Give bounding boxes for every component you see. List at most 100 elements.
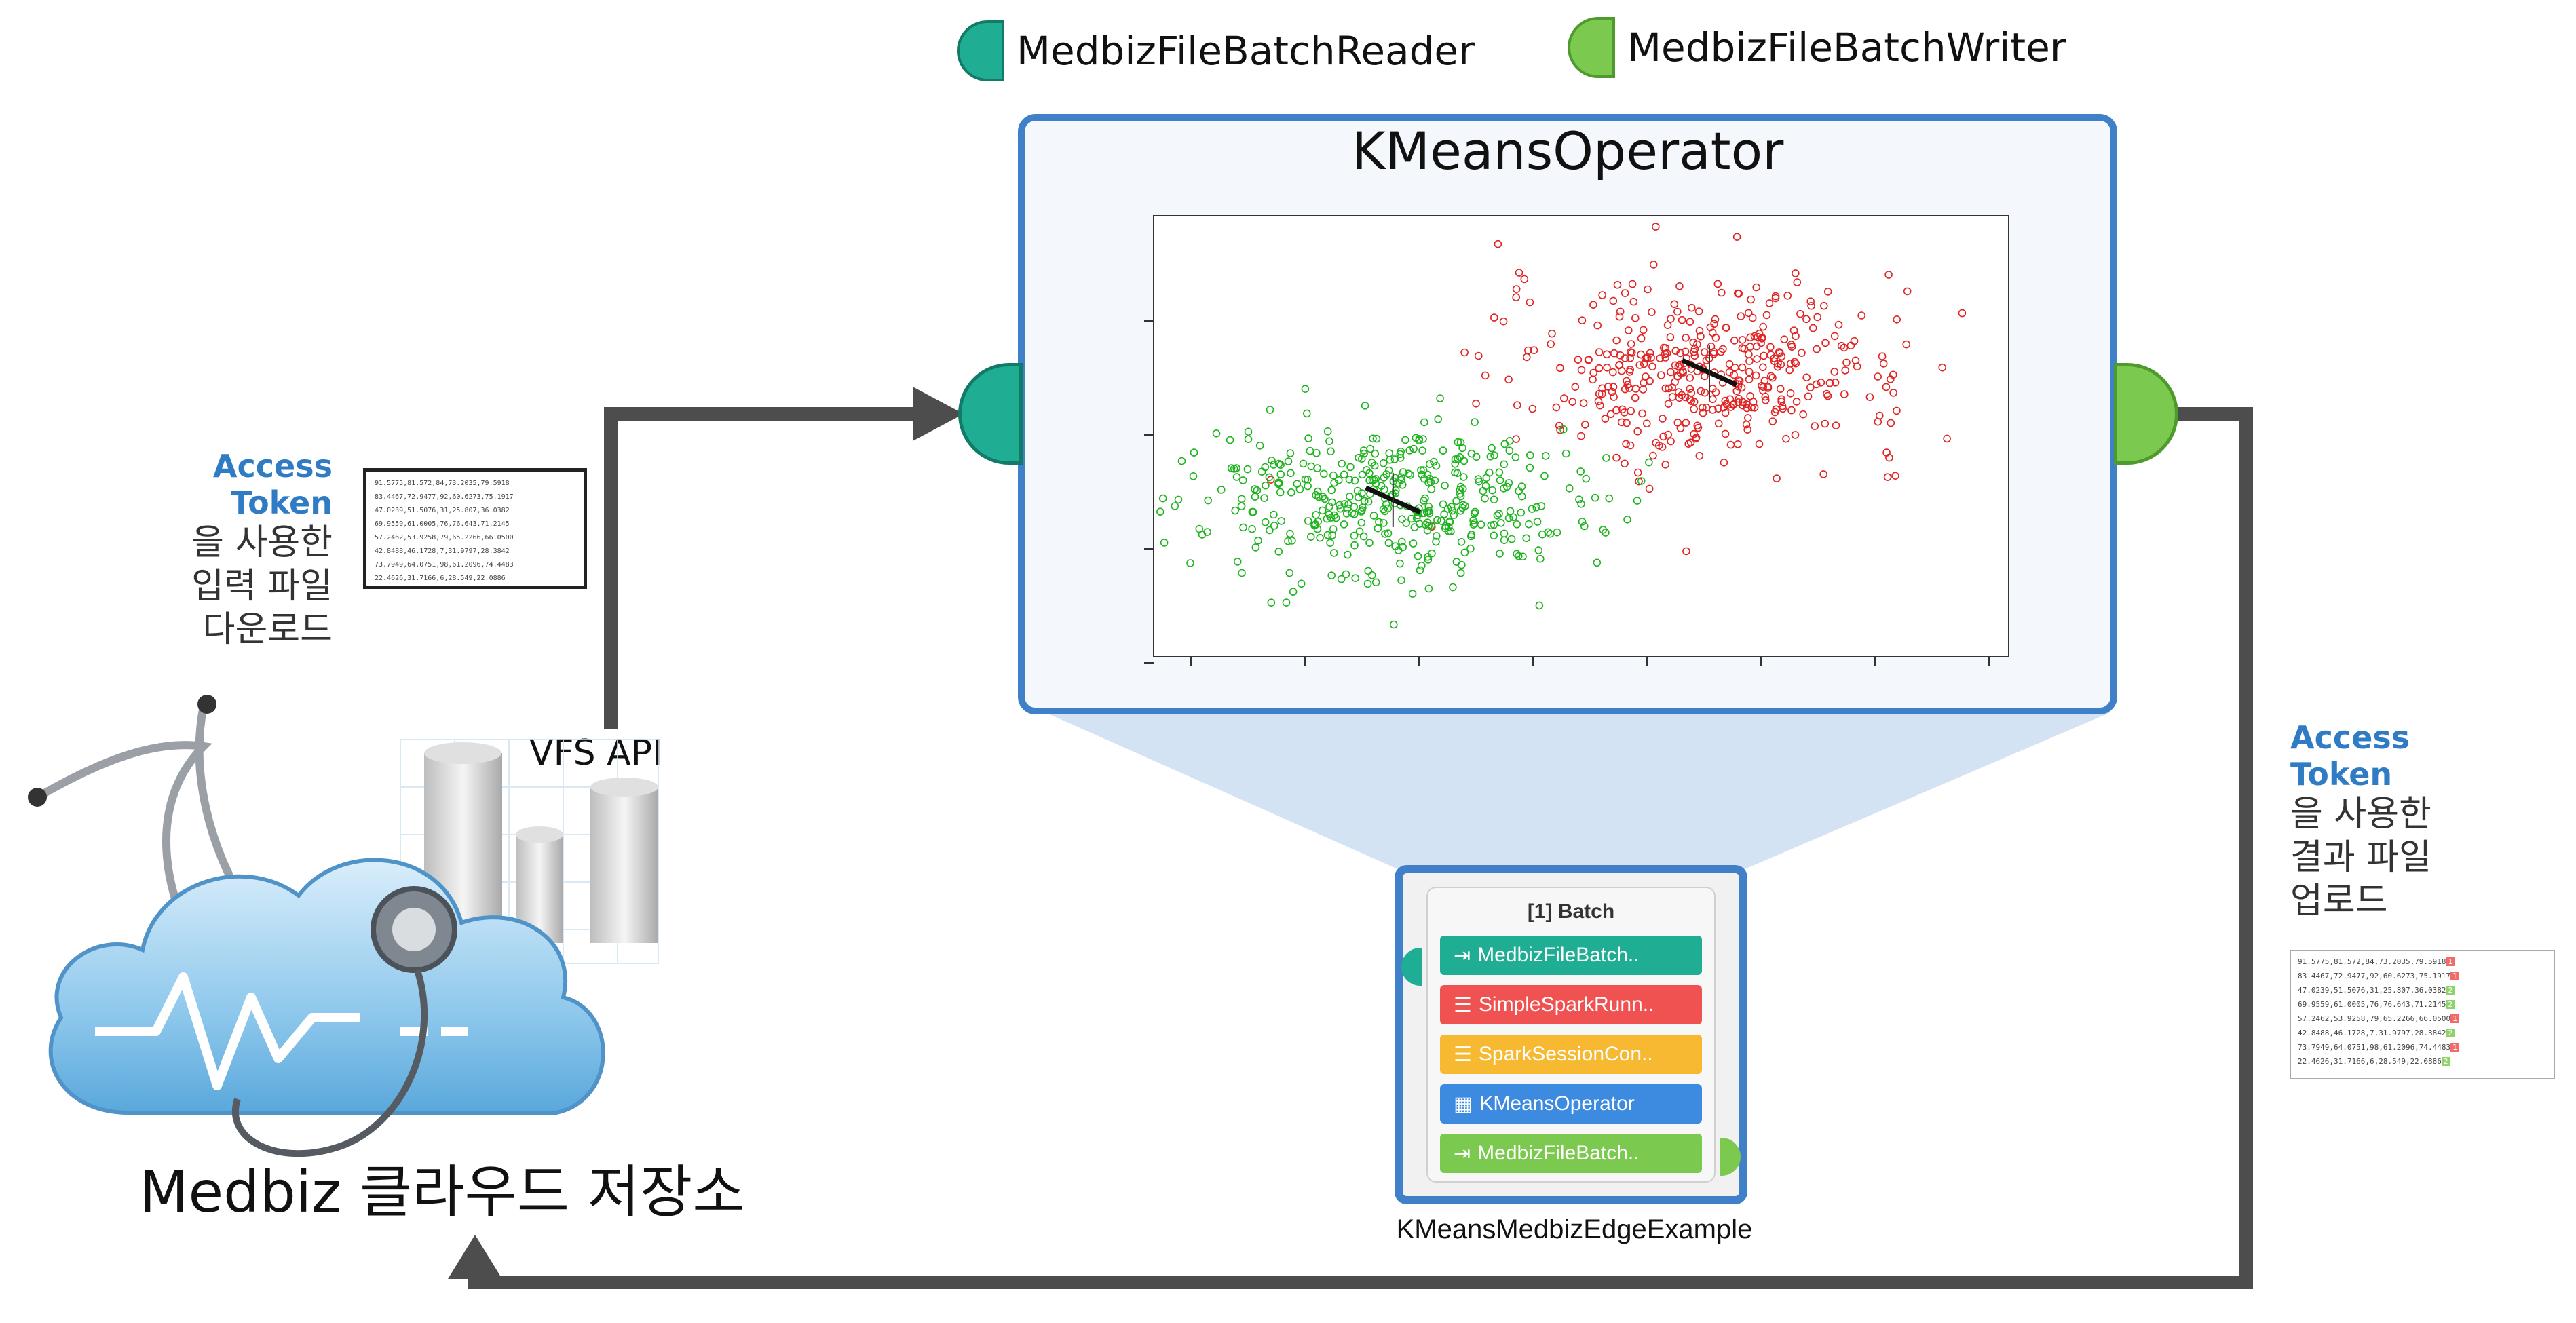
cluster-1-point — [1612, 406, 1621, 415]
cluster-1-point — [1830, 332, 1839, 341]
cluster-1-point — [1762, 311, 1771, 320]
cluster-1-point — [1802, 315, 1811, 324]
cluster-2-point — [1340, 520, 1348, 529]
cluster-1-point — [1725, 368, 1734, 377]
cluster-1-point — [1637, 334, 1646, 343]
kmeans-operator-box: KMeansOperator — [1018, 114, 2117, 714]
output-line-values: 69.9559,61.0005,76,76.643,71.2145 — [2298, 1000, 2446, 1009]
cluster-1-point — [1748, 313, 1757, 322]
cluster-1-point — [1757, 339, 1766, 347]
cluster-1-point — [1817, 379, 1825, 387]
cluster-1-point — [1825, 379, 1834, 387]
cluster-2-point — [1306, 446, 1314, 455]
cluster-2-point — [1289, 588, 1298, 596]
cluster-1-point — [1556, 364, 1564, 372]
cluster-2-point — [1230, 465, 1238, 473]
cluster-2-point — [1327, 514, 1336, 522]
upload-line-3: 업로드 — [2290, 881, 2388, 921]
cluster-1-point — [1609, 296, 1618, 305]
cluster-2-point — [1232, 473, 1241, 481]
cluster-1-point — [1799, 410, 1808, 419]
reader-icon: ⇥ — [1454, 944, 1471, 967]
legend-reader: MedbizFileBatchReader — [957, 20, 1475, 81]
cluster-1-point — [1745, 357, 1754, 365]
cluster-2-point — [1313, 487, 1322, 496]
cluster-1-point — [1750, 332, 1759, 341]
cluster-1-point — [1682, 419, 1690, 427]
cluster-2-point — [1369, 434, 1377, 443]
cluster-2-point — [1355, 527, 1364, 536]
cluster-1-point — [1755, 440, 1764, 448]
cluster-1-point — [1768, 417, 1777, 425]
cluster-2-point — [1329, 525, 1338, 533]
cluster-2-point — [1517, 508, 1526, 517]
cluster-2-point — [1399, 468, 1407, 476]
cluster-1-point — [1694, 307, 1703, 315]
batch-inner: [1] Batch ⇥ MedbizFileBatch.. ☰ SimpleSpark… — [1426, 887, 1716, 1183]
cluster-2-point — [1637, 477, 1646, 485]
reader-port-icon — [957, 20, 1004, 81]
cluster-2-point — [1456, 482, 1465, 491]
upload-arrowhead — [448, 1235, 502, 1279]
cluster-1-point — [1695, 326, 1704, 335]
cluster-1-point — [1613, 281, 1622, 289]
cluster-1-point — [1777, 395, 1786, 404]
cluster-1-point — [1819, 301, 1828, 310]
cluster-2-point — [1365, 476, 1374, 484]
cluster-1-point — [1883, 473, 1892, 482]
cluster-1-point — [1690, 429, 1698, 438]
cluster-1-point — [1615, 312, 1624, 321]
pipeline-stage[interactable]: ▦ KMeansOperator — [1440, 1084, 1702, 1124]
cluster-2-point — [1404, 469, 1413, 478]
pipeline-stage[interactable]: ☰ SimpleSparkRunn.. — [1440, 985, 1702, 1024]
cluster-1-point — [1633, 427, 1642, 436]
cluster-2-point — [1266, 406, 1274, 414]
cluster-2-point — [1237, 502, 1246, 511]
output-line-values: 22.4626,31.7166,6,28.549,22.0886 — [2298, 1057, 2442, 1066]
cluster-1-point — [1958, 309, 1967, 318]
cluster-1-point — [1579, 399, 1588, 408]
cluster-2-point — [1371, 449, 1380, 458]
cluster-2-point — [1239, 523, 1247, 532]
cluster-2-point — [1602, 454, 1610, 462]
writer-icon: ⇥ — [1454, 1142, 1471, 1165]
cluster-2-point — [1469, 516, 1477, 524]
cluster-2-point — [1380, 507, 1389, 516]
cluster-2-point — [1326, 539, 1334, 548]
cluster-2-point — [1389, 620, 1398, 629]
cluster-2-point — [1203, 528, 1211, 536]
operator-icon: ▦ — [1454, 1092, 1473, 1115]
cluster-1-point — [1732, 233, 1741, 242]
cluster-2-point — [1375, 518, 1383, 526]
pipeline-stage[interactable]: ⇥ MedbizFileBatch.. — [1440, 936, 1702, 975]
cluster-1-point — [1642, 419, 1651, 428]
cluster-2-point — [1452, 497, 1460, 505]
cluster-1-point — [1686, 374, 1694, 382]
cluster-2-point — [1311, 520, 1320, 529]
cluster-1-point — [1627, 349, 1636, 357]
cluster-1-point — [1520, 275, 1529, 284]
cluster-1-point — [1882, 383, 1891, 391]
cluster-1-point — [1714, 419, 1723, 428]
cluster-1-point — [1494, 239, 1502, 248]
cluster-1-point — [1713, 280, 1722, 288]
cluster-1-point — [1699, 403, 1707, 412]
cluster-2-point — [1507, 535, 1516, 543]
cluster-2-point — [1402, 519, 1411, 528]
pipeline-stage[interactable]: ⇥ MedbizFileBatch.. — [1440, 1134, 1702, 1173]
cluster-2-point — [1266, 526, 1274, 535]
cluster-1-point — [1589, 301, 1597, 309]
cluster-2-point — [1287, 488, 1295, 497]
cluster-2-point — [1452, 558, 1461, 566]
cluster-1-point — [1777, 360, 1785, 368]
cluster-2-point — [1325, 502, 1333, 511]
cluster-1-point — [1813, 345, 1821, 353]
pipeline-stage[interactable]: ☰ SparkSessionCon.. — [1440, 1035, 1702, 1074]
cluster-1-point — [1879, 360, 1888, 368]
cluster-2-point — [1440, 510, 1448, 518]
cluster-2-point — [1477, 520, 1485, 529]
cluster-1-point — [1603, 364, 1611, 372]
cluster-1-point — [1612, 336, 1621, 345]
cluster-2-point — [1160, 539, 1169, 547]
cluster-1-point — [1802, 373, 1811, 382]
